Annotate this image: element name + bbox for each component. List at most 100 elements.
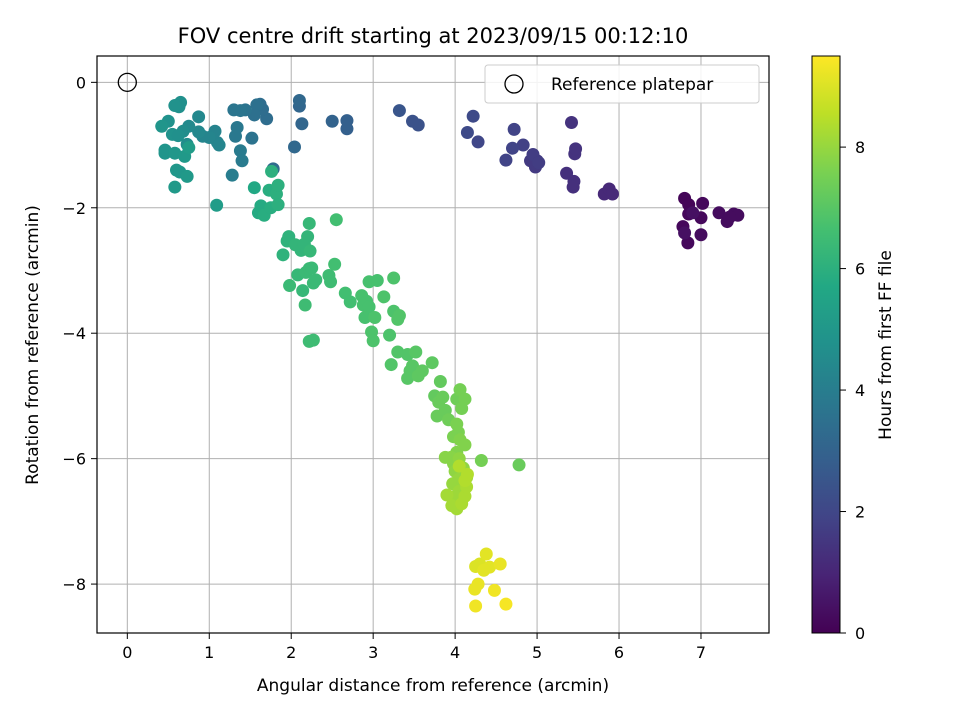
colorbar-ticks: 0 2 4 6 8 xyxy=(840,138,865,643)
data-point xyxy=(230,120,244,134)
legend-label: Reference platepar xyxy=(551,75,713,95)
data-point xyxy=(391,345,405,359)
data-point xyxy=(425,356,439,370)
data-point xyxy=(452,459,466,473)
data-point xyxy=(340,114,354,128)
data-point xyxy=(168,146,182,160)
data-point xyxy=(512,458,526,472)
data-point xyxy=(479,547,493,561)
data-point xyxy=(247,181,261,195)
data-point xyxy=(362,300,376,314)
data-point xyxy=(605,187,619,201)
data-point xyxy=(387,271,401,285)
x-tick-label: 0 xyxy=(122,643,132,662)
data-point xyxy=(487,583,501,597)
y-tick-label: −2 xyxy=(62,199,86,218)
data-point xyxy=(227,103,241,117)
data-point xyxy=(309,273,323,287)
data-point xyxy=(328,257,342,271)
data-point xyxy=(325,114,339,128)
y-tick-label: −8 xyxy=(62,575,86,594)
data-point xyxy=(306,333,320,347)
data-point xyxy=(302,216,316,230)
data-point xyxy=(415,364,429,378)
data-point xyxy=(406,114,420,128)
legend-marker-icon xyxy=(504,74,524,94)
x-tick-label: 3 xyxy=(368,643,378,662)
data-point xyxy=(499,597,513,611)
data-point xyxy=(505,141,519,155)
data-point xyxy=(171,129,185,143)
data-point xyxy=(392,104,406,118)
y-tick-label: 0 xyxy=(76,73,86,92)
data-point xyxy=(235,154,249,168)
colorbar-tick-label: 6 xyxy=(855,260,865,279)
data-point xyxy=(466,109,480,123)
data-point xyxy=(516,138,530,152)
data-point xyxy=(433,375,447,389)
data-point xyxy=(233,144,247,158)
data-point xyxy=(377,290,391,304)
legend-box xyxy=(484,64,760,104)
data-point xyxy=(406,359,420,373)
data-point xyxy=(564,115,578,129)
data-point xyxy=(225,168,239,182)
data-point xyxy=(245,131,259,145)
data-point xyxy=(192,110,206,124)
reference-platepar-marker xyxy=(117,72,137,92)
colorbar xyxy=(811,55,841,634)
data-point xyxy=(681,236,695,250)
data-point xyxy=(295,117,309,131)
legend: Reference platepar xyxy=(484,64,760,104)
data-point xyxy=(569,142,583,156)
colorbar-tick-label: 4 xyxy=(855,381,865,400)
data-point xyxy=(168,99,182,113)
data-point xyxy=(158,146,172,160)
data-point xyxy=(271,198,285,212)
data-point xyxy=(532,156,546,170)
data-point xyxy=(370,274,384,288)
data-point xyxy=(212,138,226,152)
data-point xyxy=(358,311,372,325)
data-point xyxy=(305,261,319,275)
data-point xyxy=(392,309,406,323)
data-point xyxy=(458,438,472,452)
y-axis-ticks: 0 −2 −4 −6 −8 xyxy=(62,73,97,594)
data-point xyxy=(271,178,285,192)
data-point xyxy=(298,298,312,312)
data-point xyxy=(560,166,574,180)
data-point xyxy=(712,206,726,220)
data-point xyxy=(686,206,700,220)
x-axis-label: Angular distance from reference (arcmin) xyxy=(257,676,609,696)
x-tick-label: 1 xyxy=(204,643,214,662)
data-point xyxy=(168,180,182,194)
x-tick-label: 2 xyxy=(286,643,296,662)
data-point xyxy=(493,557,507,571)
data-point xyxy=(210,198,224,212)
data-point xyxy=(276,248,290,262)
data-point xyxy=(694,228,708,242)
grid-lines xyxy=(97,56,769,633)
data-point xyxy=(566,180,580,194)
data-point xyxy=(455,401,469,415)
data-point xyxy=(303,244,317,258)
y-tick-label: −6 xyxy=(62,450,86,469)
x-tick-label: 6 xyxy=(614,643,624,662)
data-point xyxy=(499,153,513,167)
data-point xyxy=(292,94,306,108)
data-point xyxy=(265,164,279,178)
data-point xyxy=(288,140,302,154)
data-point xyxy=(368,311,382,325)
x-tick-label: 7 xyxy=(696,643,706,662)
colorbar-tick-label: 2 xyxy=(855,503,865,522)
data-point xyxy=(436,390,450,404)
data-point xyxy=(192,125,206,139)
data-point xyxy=(343,295,357,309)
data-point xyxy=(471,135,485,149)
data-point xyxy=(155,119,169,133)
data-point xyxy=(409,345,423,359)
data-point xyxy=(401,371,415,385)
data-point xyxy=(477,563,491,577)
data-point xyxy=(469,599,483,613)
data-point xyxy=(366,334,380,348)
